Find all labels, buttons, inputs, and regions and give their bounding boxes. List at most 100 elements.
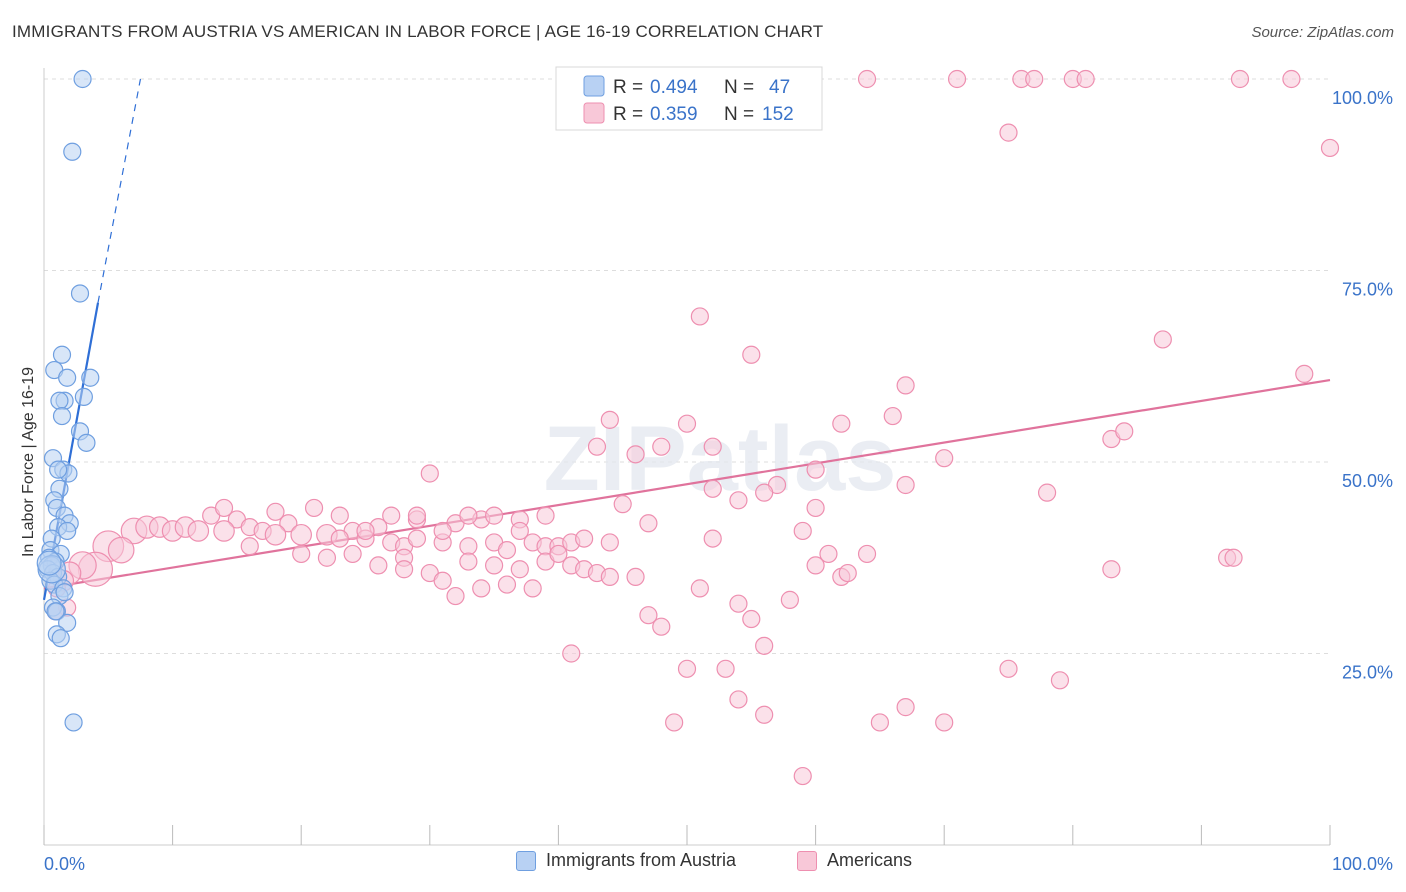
point-americans-136 xyxy=(266,502,285,521)
point-americans-100 xyxy=(446,586,465,606)
point-americans-65 xyxy=(497,540,517,560)
y-tick-label-2: 75.0% xyxy=(1342,280,1393,300)
point-americans-145 xyxy=(510,521,529,541)
legend-n-label-austria: N = xyxy=(724,77,754,98)
x-tick-min-label: 0.0% xyxy=(44,854,85,874)
point-americans-55 xyxy=(213,520,235,542)
point-americans-11 xyxy=(690,307,709,326)
legend-n-value-austria: 47 xyxy=(769,77,790,98)
point-americans-132 xyxy=(1224,548,1243,567)
point-austria-23 xyxy=(58,521,77,541)
point-americans-138 xyxy=(330,529,349,548)
point-americans-85 xyxy=(510,560,529,579)
point-americans-102 xyxy=(652,617,671,636)
point-americans-119 xyxy=(716,659,735,678)
point-americans-9 xyxy=(999,123,1018,142)
point-americans-126 xyxy=(896,698,915,717)
point-austria-6 xyxy=(81,368,100,387)
y-tick-labels: 25.0% 50.0% 75.0% 100.0% xyxy=(1332,88,1393,683)
point-americans-20 xyxy=(587,437,607,456)
point-americans-125 xyxy=(870,713,890,732)
point-americans-35 xyxy=(304,498,324,518)
point-americans-118 xyxy=(677,659,697,678)
point-americans-115 xyxy=(793,521,812,541)
point-americans-129 xyxy=(1050,671,1070,690)
point-austria-9 xyxy=(74,387,93,406)
point-americans-26 xyxy=(935,449,954,468)
point-austria-10 xyxy=(52,406,72,426)
stats-legend: R = 0.494 N = 47 R = 0.359 N = 152 xyxy=(555,66,823,131)
legend-swatch-austria xyxy=(583,75,605,97)
point-austria-1 xyxy=(63,142,82,161)
y-tick-label-3: 100.0% xyxy=(1332,88,1393,108)
point-americans-32 xyxy=(1037,483,1057,502)
point-americans-110 xyxy=(857,544,877,564)
point-americans-13 xyxy=(742,345,761,364)
point-americans-6 xyxy=(1076,69,1095,89)
y-tick-label-0: 25.0% xyxy=(1342,663,1393,683)
point-austria-41 xyxy=(51,629,70,648)
point-americans-105 xyxy=(742,609,761,629)
point-americans-18 xyxy=(883,406,902,426)
legend-n-label-americans: N = xyxy=(724,104,754,125)
legend-swatch-americans-bottom xyxy=(797,850,817,871)
axes xyxy=(43,68,1331,846)
point-americans-103 xyxy=(690,579,709,598)
point-americans-137 xyxy=(292,544,311,564)
point-americans-83 xyxy=(459,552,478,571)
series-legend: Immigrants from Austria Americans xyxy=(0,850,1406,880)
point-americans-99 xyxy=(523,579,542,598)
y-tick-label-1: 50.0% xyxy=(1342,471,1393,491)
point-americans-135 xyxy=(240,537,259,556)
point-americans-56 xyxy=(264,523,287,546)
point-americans-10 xyxy=(1320,138,1340,158)
point-americans-127 xyxy=(935,713,954,732)
point-americans-87 xyxy=(549,544,568,564)
point-austria-46 xyxy=(46,602,65,621)
point-americans-19 xyxy=(677,414,697,433)
y-axis-label: In Labor Force | Age 16-19 xyxy=(20,367,37,557)
point-americans-80 xyxy=(369,556,388,575)
point-americans-97 xyxy=(472,579,491,598)
point-americans-114 xyxy=(755,483,774,502)
gridlines xyxy=(44,78,1330,654)
point-americans-128 xyxy=(999,659,1018,678)
point-americans-17 xyxy=(832,414,851,433)
point-americans-122 xyxy=(755,705,774,724)
point-americans-95 xyxy=(394,560,414,579)
point-americans-28 xyxy=(420,464,439,483)
point-americans-4 xyxy=(1025,69,1044,89)
data-points xyxy=(36,69,1340,786)
point-austria-39 xyxy=(58,613,77,632)
trend-line-americans xyxy=(43,378,1331,590)
point-americans-57 xyxy=(290,523,312,546)
point-americans-25 xyxy=(1115,422,1134,441)
point-americans-42 xyxy=(639,514,658,533)
chart-source: Source: ZipAtlas.com xyxy=(1251,24,1394,41)
point-americans-117 xyxy=(562,644,581,663)
legend-swatch-americans xyxy=(583,102,605,124)
point-americans-22 xyxy=(703,437,722,456)
x-tick-max-label: 100.0% xyxy=(1332,854,1393,874)
point-austria-2 xyxy=(70,284,90,303)
point-austria-5 xyxy=(58,368,77,387)
point-americans-27 xyxy=(806,460,825,479)
point-americans-142 xyxy=(433,521,452,541)
point-americans-72 xyxy=(107,536,135,564)
point-americans-7 xyxy=(1230,69,1250,89)
point-austria-3 xyxy=(52,345,72,364)
point-americans-143 xyxy=(459,506,478,525)
point-austria-44 xyxy=(55,583,74,602)
point-austria-45 xyxy=(64,713,83,732)
point-americans-16 xyxy=(600,410,619,429)
point-americans-134 xyxy=(214,498,234,518)
point-americans-112 xyxy=(703,529,722,548)
point-americans-141 xyxy=(407,529,427,548)
point-americans-139 xyxy=(356,521,375,541)
point-americans-23 xyxy=(626,445,645,464)
point-americans-92 xyxy=(626,567,645,587)
point-americans-116 xyxy=(806,498,825,518)
legend-r-label-austria: R = xyxy=(613,77,643,98)
point-americans-104 xyxy=(729,594,748,613)
